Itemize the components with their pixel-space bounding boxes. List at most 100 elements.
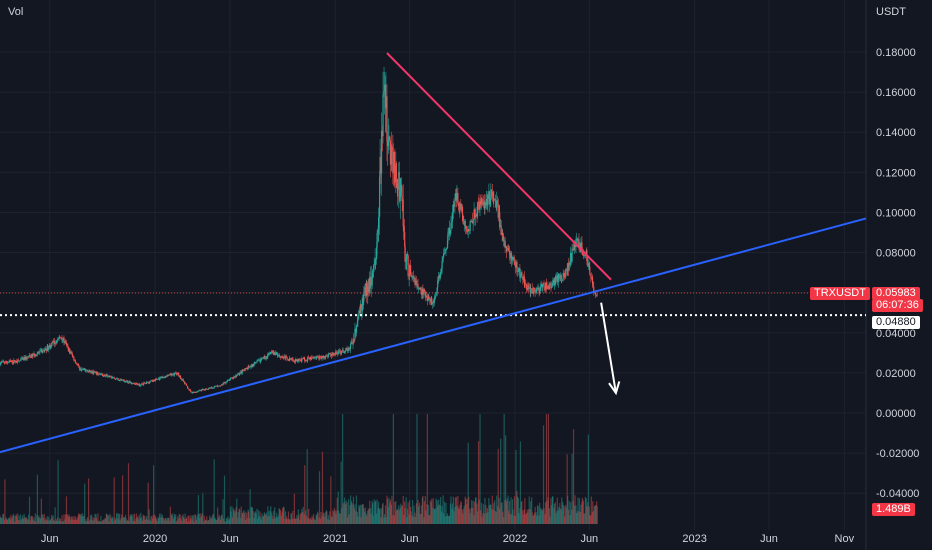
candle-body bbox=[420, 287, 422, 292]
volume-bar bbox=[537, 506, 539, 524]
candle-body bbox=[85, 370, 87, 372]
volume-bar bbox=[111, 518, 113, 524]
volume-bar bbox=[384, 505, 387, 524]
volume-bar bbox=[41, 514, 43, 524]
volume-bar bbox=[417, 499, 419, 524]
volume-bar bbox=[406, 517, 408, 524]
candle-body bbox=[212, 387, 214, 389]
support-trendline[interactable] bbox=[0, 217, 867, 454]
candle-body bbox=[341, 350, 343, 354]
candle-body bbox=[287, 359, 290, 361]
volume-bar bbox=[324, 512, 327, 524]
candle-body bbox=[256, 360, 258, 362]
volume-bar bbox=[160, 513, 162, 524]
candle-body bbox=[301, 358, 303, 362]
candle-body bbox=[401, 184, 403, 197]
volume-bar bbox=[179, 514, 181, 524]
candle-body bbox=[549, 283, 551, 285]
candle-body bbox=[252, 364, 254, 367]
volume-bar bbox=[207, 520, 209, 524]
candle-body bbox=[222, 382, 225, 384]
y-tick-label: -0.04000 bbox=[876, 488, 919, 500]
candle-body bbox=[471, 220, 473, 222]
volume-bar bbox=[206, 520, 208, 524]
volume-bar bbox=[35, 521, 37, 524]
candle-body bbox=[206, 389, 208, 390]
volume-bar bbox=[99, 521, 102, 524]
candle-body bbox=[538, 290, 541, 294]
volume-bar bbox=[119, 513, 121, 524]
volume-bar bbox=[10, 514, 12, 524]
volume-bar bbox=[293, 518, 295, 524]
volume-bar bbox=[181, 515, 183, 524]
candle-body bbox=[335, 351, 337, 354]
candle-body bbox=[241, 370, 243, 374]
candle-body bbox=[133, 383, 136, 385]
volume-bar bbox=[375, 500, 377, 524]
volume-bar bbox=[153, 514, 155, 524]
volume-bar bbox=[294, 518, 296, 524]
candle-body bbox=[270, 352, 272, 354]
volume-bar bbox=[383, 514, 386, 524]
candle-body bbox=[135, 383, 137, 385]
volume-bar bbox=[39, 518, 41, 524]
volume-bar bbox=[147, 482, 149, 524]
volume-bar bbox=[513, 515, 515, 524]
volume-bar bbox=[399, 508, 401, 524]
candle-body bbox=[346, 349, 349, 351]
volume-bar bbox=[212, 514, 214, 524]
candle-body bbox=[413, 278, 415, 279]
candle-body bbox=[561, 280, 563, 282]
volume-bar bbox=[77, 515, 79, 524]
volume-bar bbox=[302, 506, 304, 524]
candle-body bbox=[171, 373, 173, 375]
candle-body bbox=[423, 289, 425, 292]
volume-bar bbox=[382, 502, 384, 524]
volume-bar bbox=[91, 520, 93, 524]
candle-body bbox=[507, 248, 510, 251]
volume-bar bbox=[369, 500, 371, 524]
volume-bar bbox=[451, 503, 454, 524]
volume-bar bbox=[263, 512, 265, 524]
volume-bar bbox=[32, 519, 34, 524]
volume-bar bbox=[132, 514, 134, 524]
candle-body bbox=[404, 247, 406, 262]
candle-body bbox=[394, 165, 396, 183]
volume-bar bbox=[507, 510, 510, 524]
candle-body bbox=[484, 202, 486, 210]
volume-bar bbox=[54, 507, 56, 524]
volume-bar bbox=[242, 512, 244, 524]
volume-bar bbox=[352, 496, 355, 524]
volume-bar bbox=[141, 517, 143, 524]
candle-body bbox=[437, 280, 439, 288]
x-axis[interactable]: Jun 2020 Jun 2021 Jun 2022 Jun 2023 Jun Nov bbox=[41, 533, 855, 545]
volume-bar bbox=[376, 499, 378, 524]
volume-bar bbox=[14, 521, 16, 524]
candle-body bbox=[118, 380, 120, 381]
volume-bar bbox=[445, 515, 448, 524]
candle-body bbox=[58, 336, 61, 338]
candle-body bbox=[166, 374, 168, 377]
volume-bar bbox=[526, 509, 528, 524]
volume-bar bbox=[152, 518, 154, 524]
volume-bar bbox=[217, 507, 219, 524]
volume-bar bbox=[200, 516, 202, 524]
candle-body bbox=[506, 248, 508, 252]
volume-bar bbox=[225, 521, 227, 524]
candle-body bbox=[77, 364, 79, 366]
volume-bar bbox=[398, 510, 400, 524]
volume-bar bbox=[15, 514, 17, 524]
volume-bar bbox=[460, 502, 462, 524]
candle-body bbox=[5, 360, 8, 363]
volume-bar bbox=[420, 505, 423, 524]
candle-body bbox=[476, 202, 479, 217]
candle-body bbox=[432, 302, 434, 304]
volume-bar bbox=[133, 513, 136, 524]
candle-body bbox=[499, 212, 501, 228]
resistance-trendline[interactable] bbox=[386, 52, 612, 281]
volume-bar bbox=[128, 521, 130, 524]
candle-body bbox=[572, 248, 574, 250]
projection-arrow[interactable] bbox=[600, 302, 621, 396]
volume-bar bbox=[499, 508, 501, 524]
